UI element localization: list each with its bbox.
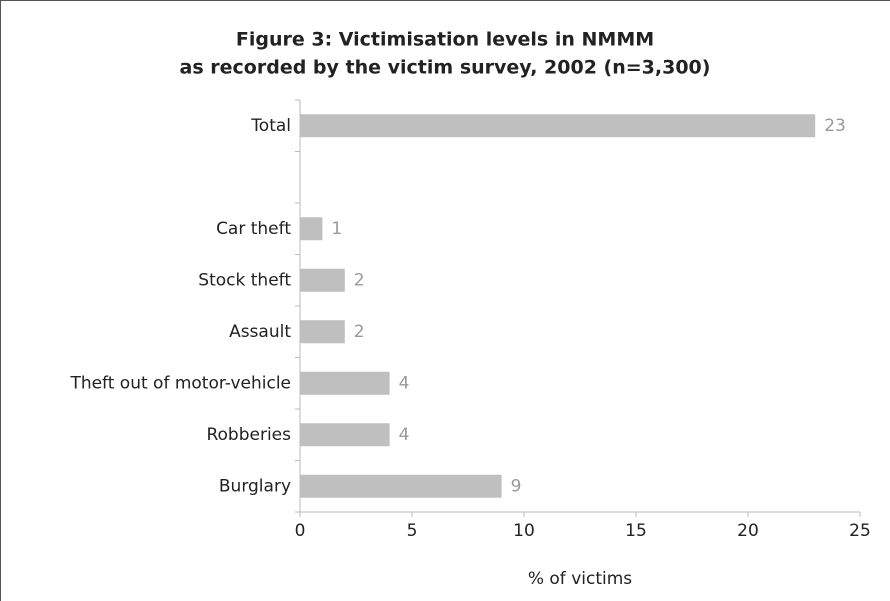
x-tick-label: 20 [737, 521, 759, 541]
value-label: 4 [399, 425, 410, 445]
value-label: 23 [824, 116, 846, 136]
bar [300, 217, 323, 241]
chart-title: Figure 3: Victimisation levels in NMMM [236, 29, 654, 51]
x-tick-label: 25 [849, 521, 871, 541]
x-tick-label: 0 [295, 521, 306, 541]
y-tick-label: Theft out of motor-vehicle [69, 373, 291, 393]
bar [300, 320, 345, 344]
y-tick-label: Assault [229, 322, 291, 342]
x-tick-label: 15 [625, 521, 647, 541]
bar [300, 268, 345, 292]
bar [300, 423, 390, 447]
value-label: 2 [354, 322, 365, 342]
value-label: 1 [331, 219, 342, 239]
bar [300, 371, 390, 395]
value-label: 2 [354, 270, 365, 290]
y-tick-label: Car theft [216, 219, 291, 239]
x-tick-label: 10 [513, 521, 535, 541]
x-axis-label: % of victims [528, 569, 632, 589]
y-tick-label: Robberies [206, 425, 291, 445]
y-tick-label: Stock theft [198, 270, 291, 290]
bar [300, 114, 816, 138]
chart-title: as recorded by the victim survey, 2002 (… [180, 57, 711, 79]
value-label: 4 [399, 373, 410, 393]
x-tick-label: 5 [407, 521, 418, 541]
y-tick-label: Burglary [219, 476, 291, 496]
bar [300, 474, 502, 498]
value-label: 9 [511, 476, 522, 496]
y-tick-label: Total [250, 116, 291, 136]
